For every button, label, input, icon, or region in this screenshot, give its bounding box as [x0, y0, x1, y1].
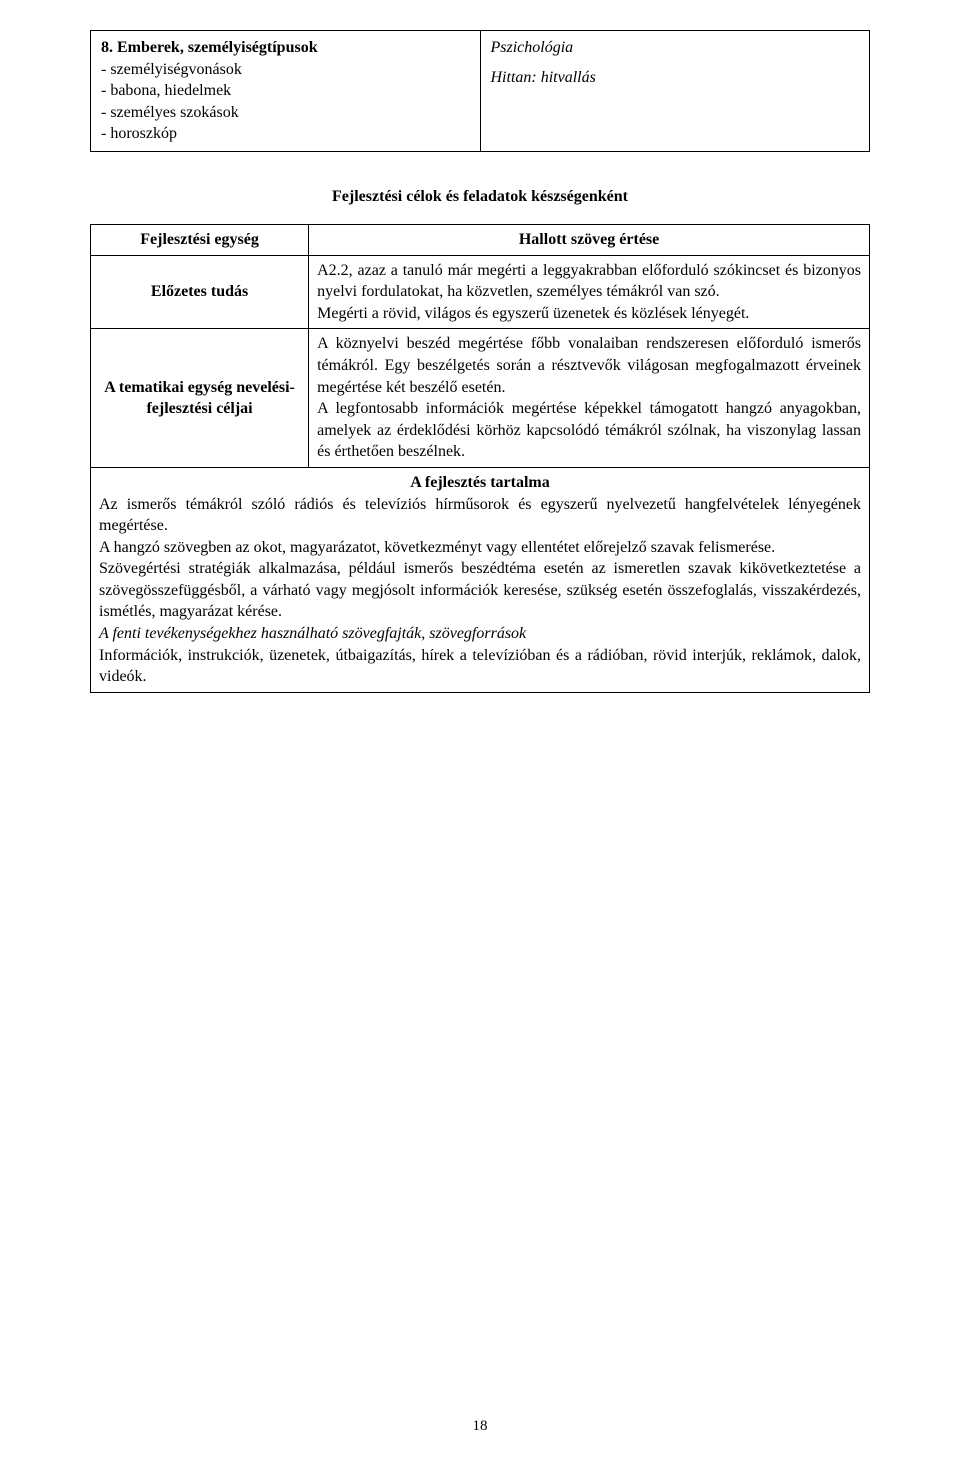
row1-label: Fejlesztési egység	[91, 224, 309, 255]
row4-p5: Információk, instrukciók, üzenetek, útba…	[99, 645, 861, 688]
top-right-line2: Hittan: hitvallás	[491, 67, 860, 89]
top-left-item-0: - személyiségvonások	[101, 59, 470, 81]
row4-p4: A fenti tevékenységekhez használható szö…	[99, 623, 861, 645]
row3-body: A köznyelvi beszéd megértése főbb vonala…	[309, 329, 870, 468]
top-right-cell: Pszichológia Hittan: hitvallás	[480, 31, 870, 152]
row4-p2: A hangzó szövegben az okot, magyarázatot…	[99, 537, 861, 559]
top-right-line1: Pszichológia	[491, 37, 860, 59]
row4-p1: Az ismerős témákról szóló rádiós és tele…	[99, 494, 861, 537]
row4-heading: A fejlesztés tartalma	[99, 472, 861, 494]
top-left-item-2: - személyes szokások	[101, 102, 470, 124]
row4-cell: A fejlesztés tartalma Az ismerős témákró…	[91, 467, 870, 692]
row1-heading: Hallott szöveg értése	[309, 224, 870, 255]
page-number: 18	[0, 1418, 960, 1435]
row4-p3: Szövegértési stratégiák alkalmazása, pél…	[99, 558, 861, 623]
section-heading: Fejlesztési célok és feladatok készségen…	[90, 188, 870, 206]
row2-body: A2.2, azaz a tanuló már megérti a leggya…	[309, 255, 870, 329]
row2-label: Előzetes tudás	[91, 255, 309, 329]
main-table: Fejlesztési egység Hallott szöveg értése…	[90, 224, 870, 693]
top-table: 8. Emberek, személyiségtípusok - személy…	[90, 30, 870, 152]
top-left-item-1: - babona, hiedelmek	[101, 80, 470, 102]
row3-label: A tematikai egység nevelési-fejlesztési …	[91, 329, 309, 468]
top-left-item-3: - horoszkóp	[101, 123, 470, 145]
top-left-title: 8. Emberek, személyiségtípusok	[101, 37, 470, 59]
top-left-cell: 8. Emberek, személyiségtípusok - személy…	[91, 31, 481, 152]
